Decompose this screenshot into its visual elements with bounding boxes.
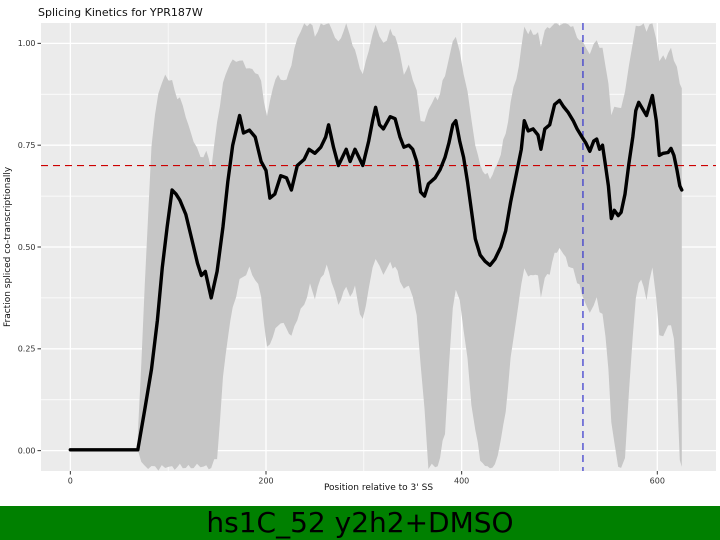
x-axis-label: Position relative to 3' SS — [323, 483, 434, 493]
svg-text:200: 200 — [258, 477, 273, 486]
svg-text:0.25: 0.25 — [18, 345, 36, 354]
svg-text:400: 400 — [454, 477, 469, 486]
svg-text:0.50: 0.50 — [18, 243, 36, 252]
chart-title: Splicing Kinetics for YPR187W — [38, 6, 203, 19]
splicing-kinetics-chart: 0 200 400 600 0.00 0.25 0.50 0.75 1.00 Splicing … — [3, 6, 716, 493]
svg-text:1.00: 1.00 — [18, 39, 36, 48]
chart-canvas: 0 200 400 600 0.00 0.25 0.50 0.75 1.00 — [18, 23, 716, 486]
status-banner: hs1C_52 y2h2+DMSO — [0, 506, 720, 540]
svg-text:600: 600 — [650, 477, 665, 486]
svg-text:0: 0 — [68, 477, 73, 486]
svg-text:0.00: 0.00 — [18, 446, 36, 455]
banner-text: hs1C_52 y2h2+DMSO — [206, 506, 514, 539]
svg-text:0.75: 0.75 — [18, 141, 36, 150]
y-axis-label: Fraction spliced co-transcriptionally — [3, 166, 13, 328]
